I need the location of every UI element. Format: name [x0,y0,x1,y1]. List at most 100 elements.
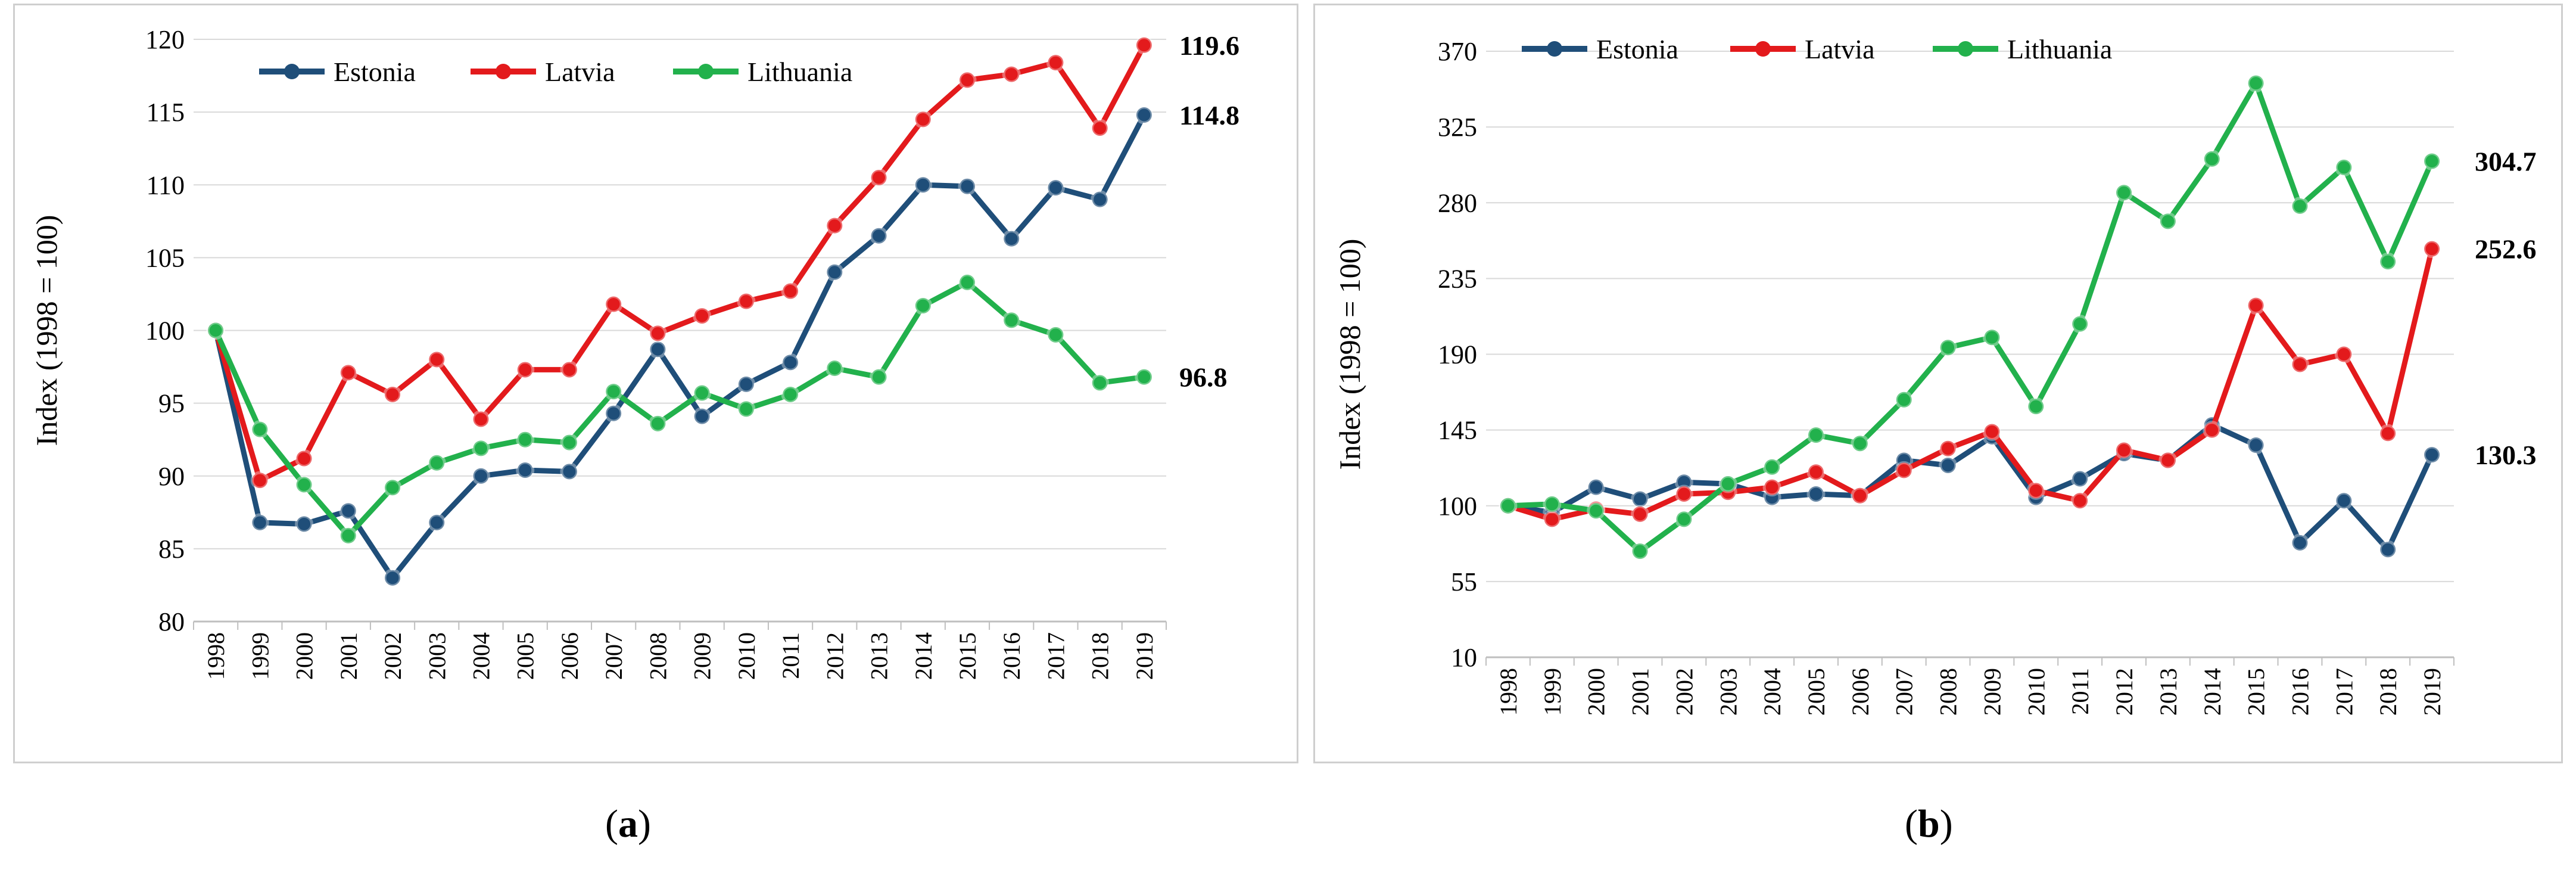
data-point-a-estonia-2001 [339,501,358,520]
data-point-b-estonia-2017 [2334,491,2353,510]
data-point-b-latvia-2017 [2334,345,2353,364]
x-tick-label-a-2016: 2016 [998,632,1025,680]
data-point-a-latvia-2004 [471,409,490,428]
data-point-b-latvia-2001 [1631,505,1650,524]
y-tick-label-a-80: 80 [158,607,185,636]
series-line-b-estonia [1505,422,2435,552]
x-tick-label-b-2017: 2017 [2331,668,2357,716]
x-tick-label-a-2004: 2004 [468,632,494,680]
data-point-b-lithuania-2016 [2290,197,2309,216]
x-tick-label-b-2007: 2007 [1891,668,1918,716]
data-point-b-estonia-2001 [1631,489,1650,508]
x-tick-label-a-2000: 2000 [291,632,318,680]
data-point-a-latvia-2007 [604,295,623,314]
data-point-b-latvia-2009 [1982,422,2001,441]
data-point-a-estonia-2005 [516,461,535,480]
data-point-a-latvia-2014 [914,110,933,129]
data-point-b-latvia-2002 [1674,484,1693,504]
legend-label-b-estonia: Estonia [1596,34,1678,64]
x-tick-label-a-2002: 2002 [379,632,406,680]
x-tick-label-a-2007: 2007 [600,632,627,680]
end-value-label-b-latvia: 252.6 [2475,234,2537,265]
data-point-a-latvia-2016 [1002,65,1021,84]
y-tick-label-b-145: 145 [1438,416,1477,445]
data-point-a-estonia-2003 [427,513,446,532]
data-point-b-lithuania-2002 [1674,509,1693,529]
data-point-b-latvia-2006 [1851,486,1870,505]
data-point-b-estonia-2011 [2070,470,2089,489]
x-tick-label-a-2013: 2013 [866,632,893,680]
data-point-a-lithuania-2012 [825,359,844,378]
data-point-a-latvia-2015 [958,70,977,89]
data-point-a-lithuania-2014 [914,296,933,315]
data-point-a-estonia-2018 [1091,190,1110,209]
x-tick-label-b-2013: 2013 [2155,668,2182,716]
data-point-b-latvia-2012 [2114,441,2133,460]
x-tick-label-a-2012: 2012 [821,632,848,680]
caption-a: (a) [605,801,651,847]
legend-marker-a-latvia [496,64,511,79]
y-tick-label-a-105: 105 [145,243,185,272]
x-tick-label-a-2003: 2003 [423,632,450,680]
x-tick-label-b-2010: 2010 [2023,668,2049,716]
x-tick-label-a-2015: 2015 [954,632,981,680]
data-point-b-latvia-2010 [2026,481,2045,500]
data-point-a-estonia-2016 [1002,229,1021,248]
data-point-a-lithuania-2015 [958,273,977,292]
data-point-b-latvia-2005 [1806,462,1826,481]
data-point-b-lithuania-2015 [2247,74,2266,93]
caption-b-close: ) [1939,802,1953,846]
data-point-b-lithuania-2004 [1762,458,1781,477]
x-tick-label-a-2009: 2009 [689,632,716,680]
data-point-b-lithuania-2013 [2158,212,2178,231]
data-point-b-latvia-2016 [2290,355,2309,374]
data-point-a-estonia-2007 [604,404,623,423]
data-point-a-estonia-2013 [870,226,889,246]
data-point-a-lithuania-2013 [870,368,889,387]
x-tick-label-b-2011: 2011 [2067,668,2094,715]
caption-a-letter: a [618,802,638,846]
data-point-b-latvia-2008 [1939,439,1958,458]
data-point-a-estonia-2002 [383,568,402,588]
caption-b-letter: b [1917,802,1940,846]
caption-a-close: ) [637,802,651,846]
data-point-b-latvia-2018 [2378,424,2397,443]
data-point-a-latvia-2001 [339,363,358,382]
data-point-b-lithuania-2011 [2070,315,2089,334]
data-point-b-latvia-2011 [2070,491,2089,510]
data-point-b-estonia-2016 [2290,533,2309,552]
x-tick-label-a-2011: 2011 [777,632,804,679]
data-point-b-estonia-2015 [2247,436,2266,455]
data-point-b-lithuania-2012 [2114,183,2133,202]
data-point-b-latvia-2019 [2422,240,2441,259]
x-tick-label-a-2014: 2014 [910,632,937,680]
x-tick-label-a-2017: 2017 [1042,632,1069,680]
data-point-b-estonia-2008 [1939,456,1958,475]
legend-marker-a-lithuania [698,64,714,79]
data-point-a-lithuania-2005 [516,430,535,449]
legend-label-a-latvia: Latvia [545,57,615,87]
data-point-a-estonia-2000 [295,514,314,533]
x-tick-label-a-1998: 1998 [203,632,229,680]
data-point-a-estonia-2008 [648,340,667,359]
data-point-a-latvia-2006 [560,360,579,379]
data-point-a-latvia-2010 [737,292,756,311]
x-tick-label-b-2005: 2005 [1803,668,1830,716]
x-tick-label-b-1998: 1998 [1495,668,1522,716]
data-point-a-estonia-2017 [1046,178,1065,197]
data-point-a-lithuania-2008 [648,414,667,433]
data-point-a-estonia-2009 [693,407,712,426]
data-point-b-lithuania-2018 [2378,252,2397,271]
data-point-b-lithuania-2000 [1587,501,1606,520]
data-point-b-lithuania-1998 [1499,496,1518,515]
data-point-b-estonia-2005 [1806,484,1826,504]
end-value-label-a-lithuania: 96.8 [1179,362,1228,393]
chart-panel-b [1313,4,2563,763]
caption-b: (b) [1905,801,1953,847]
x-tick-label-a-2008: 2008 [644,632,671,680]
x-tick-label-b-2018: 2018 [2375,668,2401,716]
data-point-a-lithuania-2011 [781,385,800,404]
data-point-a-latvia-2002 [383,385,402,404]
